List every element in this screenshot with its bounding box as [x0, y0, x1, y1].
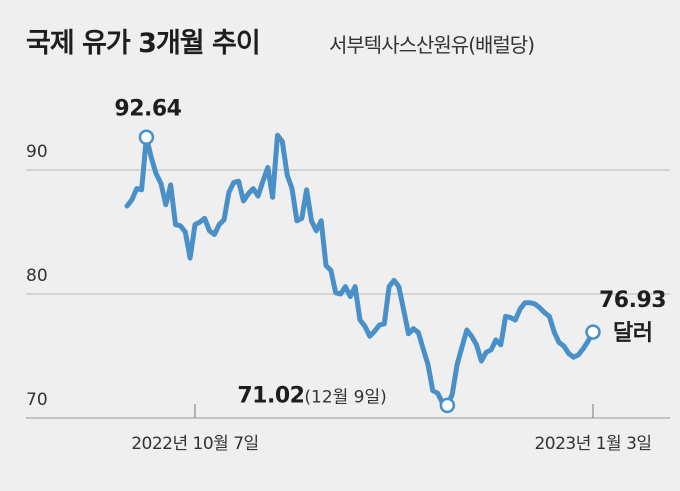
y-tick-label-70: 70: [26, 390, 48, 410]
chart-title: 국제 유가 3개월 추이: [26, 28, 260, 59]
marker-low: [439, 397, 456, 414]
annotation-low-note: (12월 9일): [304, 387, 386, 407]
marker-high: [138, 129, 155, 146]
markers: [138, 129, 601, 414]
annotation-high-value: 92.64: [114, 96, 181, 121]
x-tick-label-1: 2023년 1월 3일: [534, 434, 651, 454]
annotations: 92.64 71.02 (12월 9일) 76.93 달러: [114, 96, 666, 408]
series-line: [124, 132, 596, 408]
y-tick-label-90: 90: [26, 142, 48, 162]
annotation-last-value: 76.93: [599, 288, 666, 313]
annotation-low-value: 71.02: [237, 383, 304, 408]
y-tick-label-80: 80: [26, 266, 48, 286]
annotation-last-unit: 달러: [613, 321, 652, 346]
chart-subtitle: 서부텍사스산원유(배럴당): [329, 33, 534, 57]
x-tick-label-0: 2022년 10월 7일: [131, 434, 258, 454]
marker-last: [585, 324, 601, 340]
x-axis: 2022년 10월 7일 2023년 1월 3일: [131, 404, 652, 454]
y-axis-ticks: 70 80 90: [26, 142, 48, 410]
